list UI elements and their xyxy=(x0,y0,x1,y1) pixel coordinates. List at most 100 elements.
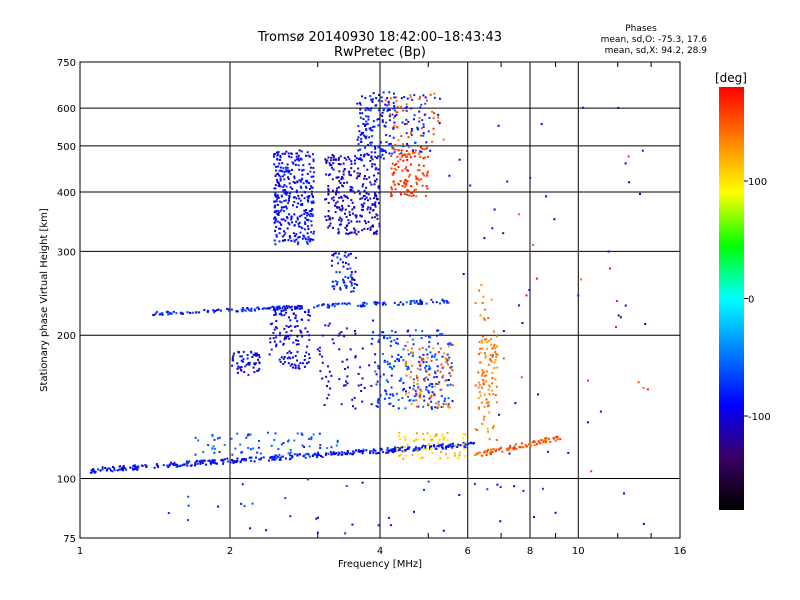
data-point xyxy=(340,195,343,198)
data-point xyxy=(375,383,378,386)
data-point xyxy=(292,356,294,359)
data-point xyxy=(537,393,539,396)
data-point xyxy=(411,453,414,456)
data-point xyxy=(276,153,279,156)
data-point xyxy=(433,355,436,358)
data-point xyxy=(362,304,364,307)
data-point xyxy=(144,464,147,467)
data-point xyxy=(281,455,284,458)
data-point xyxy=(327,188,330,190)
data-point xyxy=(446,359,449,362)
data-point xyxy=(247,362,250,364)
data-point xyxy=(359,305,362,308)
data-point xyxy=(433,444,435,447)
data-point xyxy=(478,406,481,409)
data-point xyxy=(274,175,277,177)
data-point xyxy=(279,155,282,157)
point-cluster xyxy=(324,154,381,236)
data-point xyxy=(373,183,376,186)
data-point xyxy=(447,403,450,406)
data-point xyxy=(316,305,319,308)
data-point xyxy=(413,395,416,398)
data-point xyxy=(346,382,349,385)
data-point xyxy=(444,453,447,456)
data-point xyxy=(274,216,277,219)
data-point xyxy=(307,311,310,314)
data-point xyxy=(327,215,330,217)
data-point xyxy=(363,164,366,167)
data-point xyxy=(478,391,481,394)
data-point xyxy=(469,184,472,187)
data-point xyxy=(407,136,410,139)
data-point xyxy=(299,226,302,229)
data-point xyxy=(310,200,313,203)
data-point xyxy=(303,213,306,215)
data-point xyxy=(394,115,396,118)
data-point xyxy=(129,466,132,469)
data-point xyxy=(295,233,298,236)
data-point xyxy=(327,380,330,383)
data-point xyxy=(395,100,398,102)
data-point xyxy=(364,222,367,225)
data-point xyxy=(293,453,296,456)
data-point xyxy=(296,359,299,362)
data-point xyxy=(505,447,508,450)
data-point xyxy=(279,175,282,178)
data-point xyxy=(394,331,397,334)
data-point xyxy=(290,239,293,242)
data-point xyxy=(310,193,313,196)
data-point xyxy=(396,105,399,108)
data-point xyxy=(404,454,407,457)
data-point xyxy=(455,443,458,446)
data-point xyxy=(350,290,353,293)
data-point xyxy=(289,319,292,322)
data-point xyxy=(376,118,379,121)
data-point xyxy=(426,356,429,359)
data-point xyxy=(442,438,445,441)
data-point xyxy=(326,303,329,306)
data-point xyxy=(308,155,311,158)
data-point xyxy=(349,185,352,188)
data-point xyxy=(437,400,440,403)
data-point xyxy=(294,181,296,184)
data-point xyxy=(397,139,400,142)
data-point xyxy=(288,169,291,172)
data-point xyxy=(329,164,332,167)
data-point xyxy=(249,448,252,451)
data-point xyxy=(280,201,283,204)
data-point xyxy=(354,330,356,332)
data-point xyxy=(260,457,263,460)
data-point xyxy=(278,174,281,177)
data-point xyxy=(378,339,381,342)
data-point xyxy=(313,306,316,309)
data-point xyxy=(156,310,159,313)
data-point xyxy=(312,153,314,156)
data-point xyxy=(309,215,312,217)
data-point xyxy=(324,453,327,456)
data-point xyxy=(436,369,439,372)
data-point xyxy=(283,338,286,341)
data-point xyxy=(296,202,299,205)
data-point xyxy=(418,120,421,123)
data-point xyxy=(332,342,335,345)
data-point xyxy=(370,225,373,228)
data-point xyxy=(418,152,421,155)
data-point xyxy=(276,154,279,157)
data-point xyxy=(287,439,290,442)
data-point xyxy=(407,447,410,450)
data-point xyxy=(412,118,415,121)
data-point xyxy=(383,359,386,362)
data-point xyxy=(295,158,298,161)
data-point xyxy=(241,458,243,461)
data-point xyxy=(399,453,402,456)
data-point xyxy=(386,380,389,383)
data-point xyxy=(332,156,335,159)
data-point xyxy=(541,487,544,490)
data-point xyxy=(298,453,301,456)
data-point xyxy=(480,339,483,342)
data-point xyxy=(410,128,413,131)
data-point xyxy=(422,123,425,126)
data-point xyxy=(354,356,357,359)
data-point xyxy=(401,121,404,124)
data-point xyxy=(495,353,498,356)
